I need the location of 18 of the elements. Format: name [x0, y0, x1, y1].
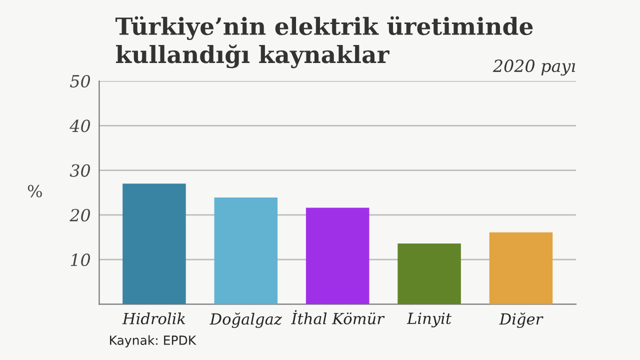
y-tick-label: 50	[70, 74, 90, 88]
bar	[122, 184, 186, 304]
chart-subtitle: 2020 payı	[492, 60, 576, 76]
text: Kaynak: EPDK	[110, 335, 196, 348]
y-tick-label: 30	[70, 164, 90, 177]
x-tick-label: Hidrolik	[122, 312, 186, 324]
bar	[489, 232, 553, 304]
y-axis-title: %	[28, 184, 42, 198]
bar	[306, 208, 370, 304]
x-tick-label: Doğalgaz	[210, 312, 282, 328]
x-tick-label: Linyit	[406, 312, 452, 328]
bar	[214, 198, 278, 304]
y-tick-label: 10	[70, 254, 90, 266]
x-tick-label: Diğer	[499, 312, 544, 328]
x-tick-label: İthal Kömür	[291, 310, 385, 324]
y-tick-label: 20	[70, 208, 90, 222]
bar	[398, 243, 461, 304]
y-tick-label: 40	[70, 120, 90, 132]
